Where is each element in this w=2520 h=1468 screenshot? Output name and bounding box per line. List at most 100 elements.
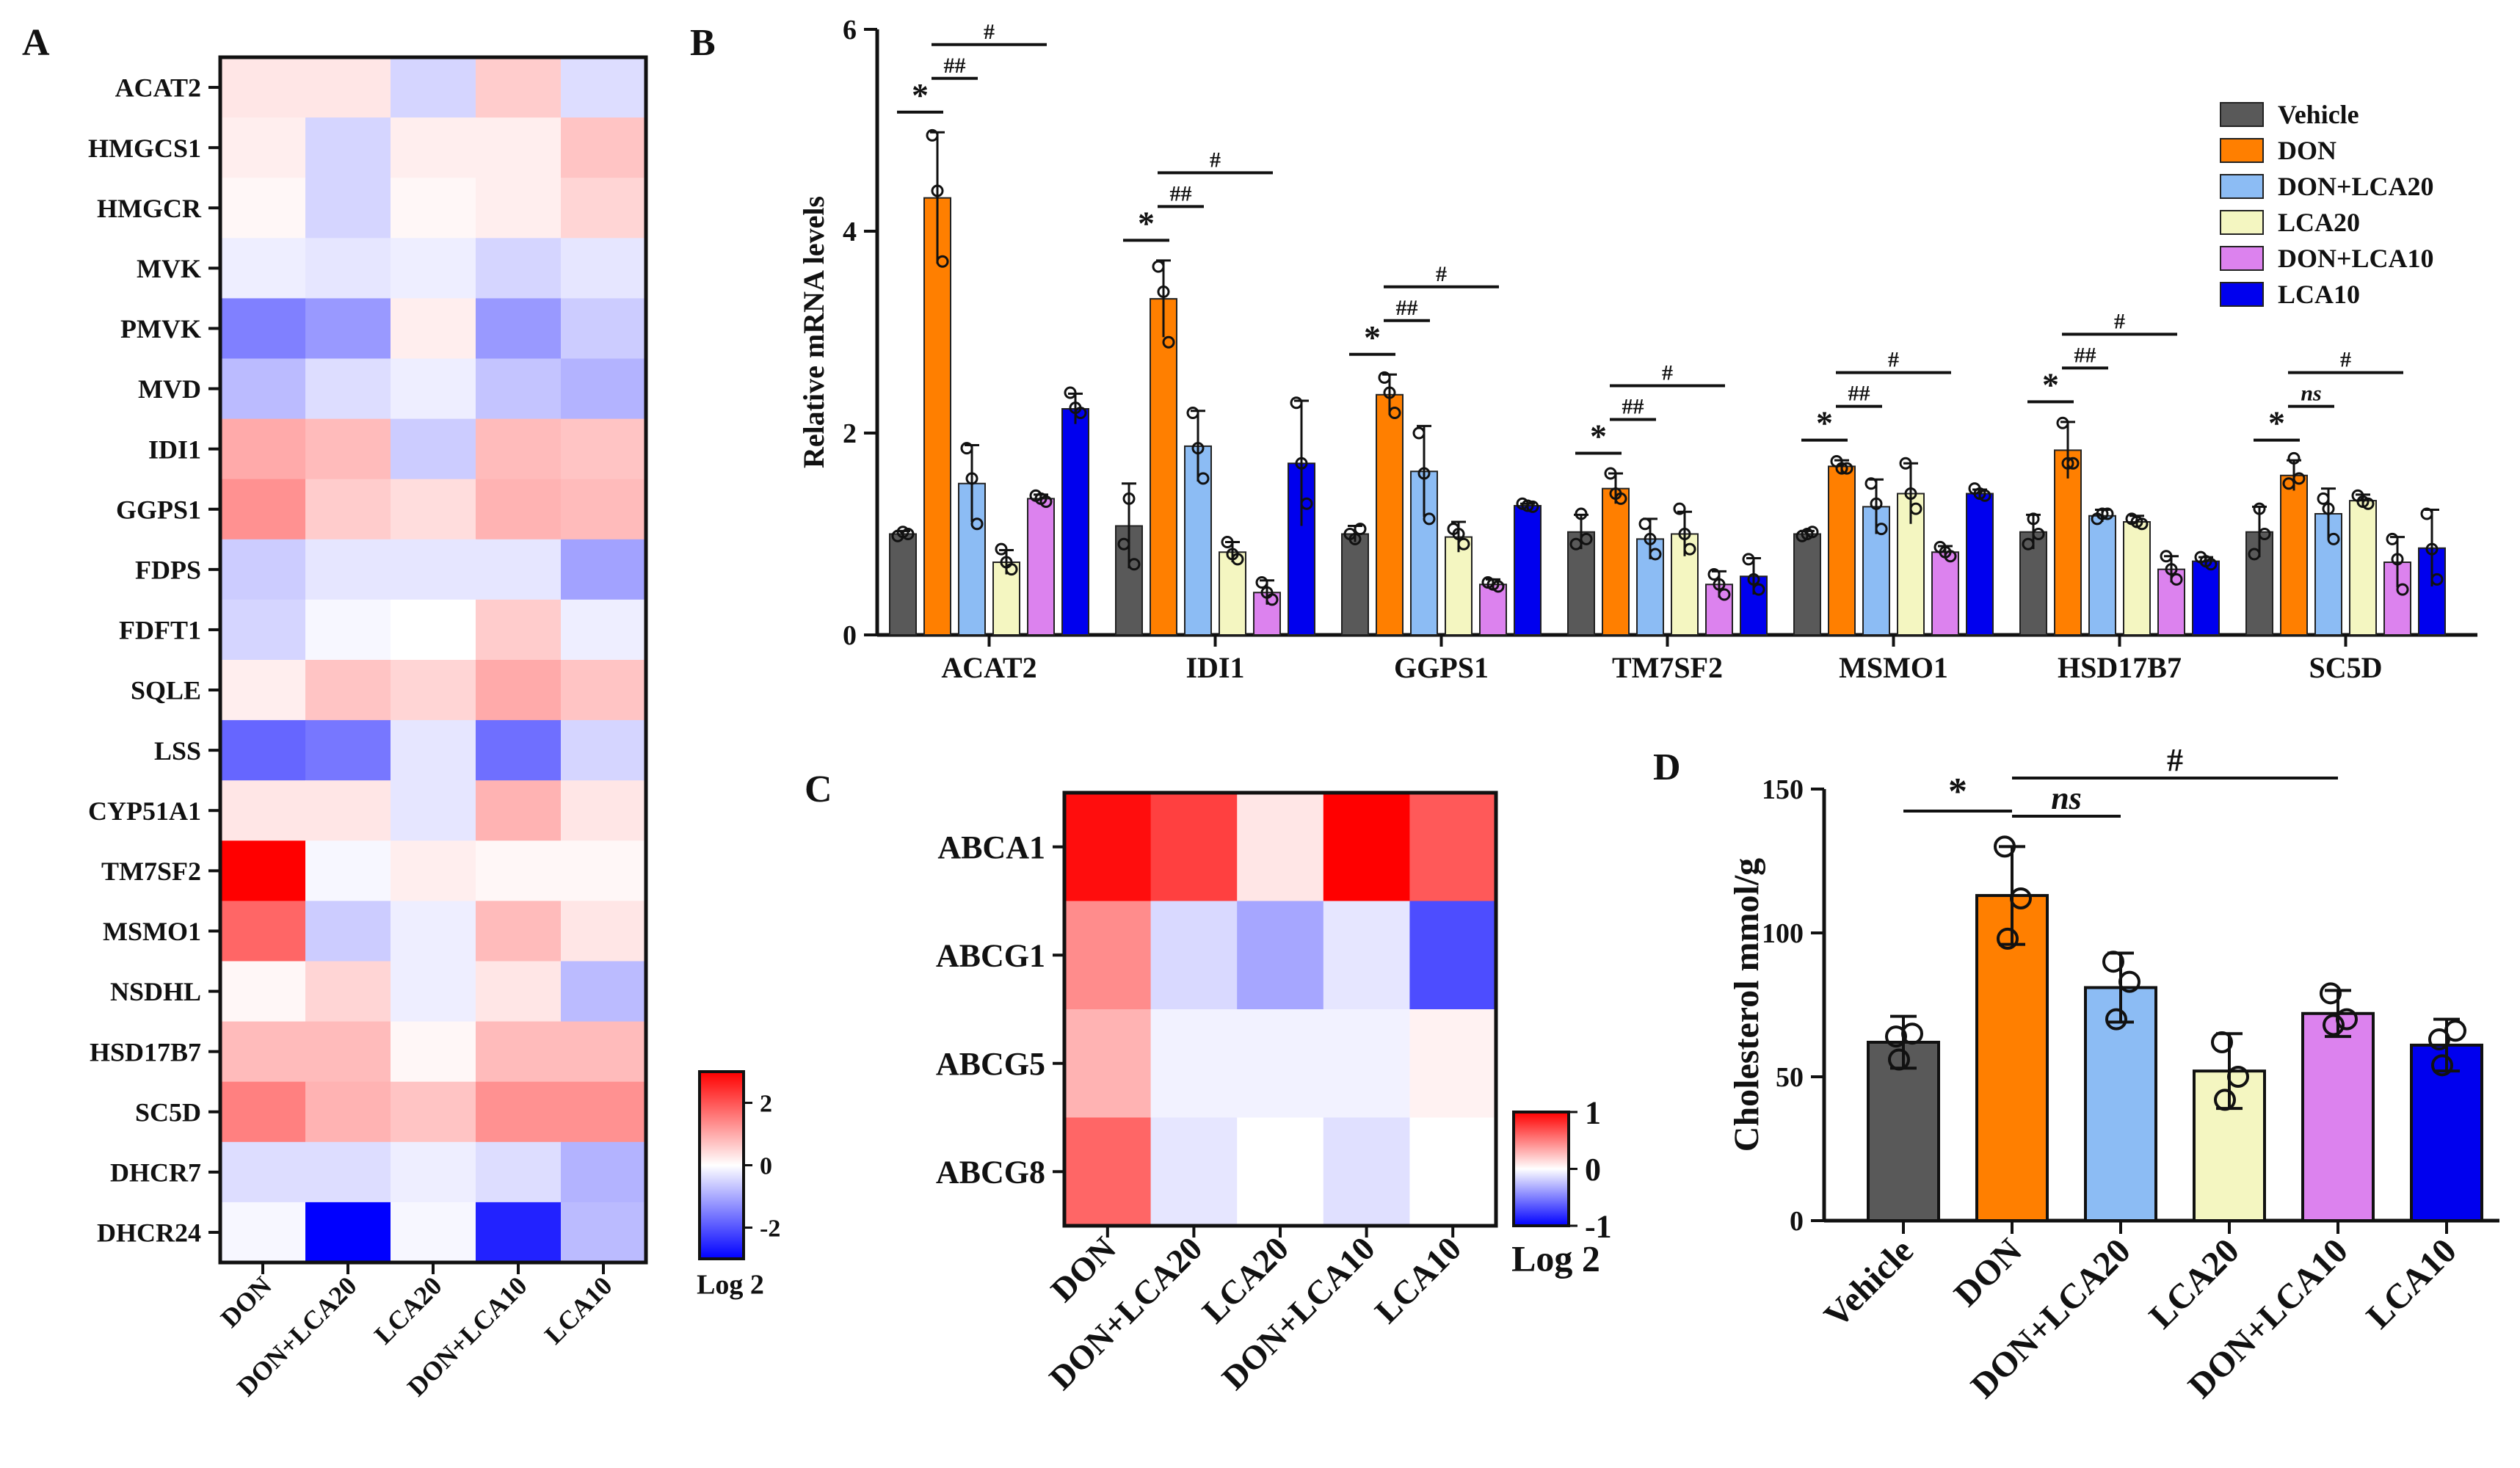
heat-cell-hsd17b7-lca10 — [561, 1021, 647, 1083]
heat-cell-lss-don — [220, 720, 306, 781]
heat-cell-dhcr24-don-lca10 — [476, 1202, 562, 1263]
bar-acat2-vehicle — [889, 533, 917, 636]
heat-cell-dhcr7-lca20 — [391, 1141, 476, 1203]
data-point — [1707, 568, 1721, 581]
row-label-fdps: FDPS — [135, 555, 201, 584]
heat-cell-tm7sf2-don — [220, 840, 306, 901]
bar-msmo1-lca10 — [1966, 493, 1994, 636]
x-tick-label-hsd17b7: HSD17B7 — [2058, 651, 2182, 684]
colorbar — [1512, 1111, 1570, 1227]
row-label-sqle: SQLE — [131, 676, 201, 705]
heat-cell-dhcr7-lca10 — [561, 1141, 647, 1203]
heat-cell-pmvk-don-lca20 — [305, 298, 391, 360]
data-point — [2118, 970, 2140, 993]
heat-cell-abcg5-don — [1064, 1009, 1152, 1119]
legend-swatch-don — [2220, 138, 2264, 163]
heat-cell-acat2-don-lca10 — [476, 57, 562, 118]
data-point — [1122, 492, 1136, 505]
data-point — [1295, 457, 1308, 470]
bar-hsd17b7-lca10 — [2192, 560, 2220, 636]
data-point — [1575, 507, 1588, 520]
bar-idi1-lca20 — [1219, 551, 1246, 636]
data-point — [2336, 1008, 2358, 1031]
heat-cell-idi1-don-lca20 — [305, 418, 391, 480]
data-point — [1994, 835, 2016, 858]
heat-cell-sc5d-lca10 — [561, 1081, 647, 1143]
legend-swatch-don-lca10 — [2220, 246, 2264, 271]
bar-ggps1-don — [1376, 393, 1404, 636]
heat-cell-pmvk-don-lca10 — [476, 298, 562, 360]
data-point — [936, 255, 949, 268]
heat-cell-ggps1-don-lca20 — [305, 479, 391, 540]
data-point — [2102, 951, 2124, 973]
heat-cell-abcg5-don-lca10 — [1323, 1009, 1410, 1119]
heat-cell-fdft1-don-lca20 — [305, 599, 391, 661]
heat-cell-hmgcr-don — [220, 178, 306, 239]
heat-cell-lss-lca10 — [561, 720, 647, 781]
sig-label: ## — [1848, 382, 1870, 406]
heat-cell-hsd17b7-lca20 — [391, 1021, 476, 1083]
data-point — [1604, 467, 1617, 480]
sig-label-: * — [1948, 771, 1967, 813]
data-point — [1806, 526, 1819, 539]
heat-cell-mvk-lca10 — [561, 238, 647, 299]
heat-cell-cyp51a1-lca20 — [391, 780, 476, 841]
data-point — [2420, 507, 2433, 520]
heat-cell-msmo1-don — [220, 901, 306, 962]
data-point — [1978, 489, 1991, 502]
row-label-lss: LSS — [154, 736, 201, 766]
heat-cell-hmgcs1-lca20 — [391, 117, 476, 178]
heat-cell-ggps1-lca20 — [391, 479, 476, 540]
heat-cell-ggps1-don-lca10 — [476, 479, 562, 540]
colorbar-tick-label-2: -2 — [760, 1215, 780, 1242]
data-point — [995, 542, 1008, 556]
heat-cell-lss-don-lca10 — [476, 720, 562, 781]
bar-acat2-don-lca10 — [1027, 498, 1055, 636]
data-point — [960, 442, 973, 455]
data-point — [1417, 467, 1431, 480]
legend-label-don-lca10: DON+LCA10 — [2278, 244, 2434, 273]
data-point — [1569, 537, 1583, 550]
heat-cell-cyp51a1-lca10 — [561, 780, 647, 841]
heat-cell-hsd17b7-don — [220, 1021, 306, 1083]
y-tick-label-50: 50 — [1776, 1062, 1804, 1093]
row-label-abcg1: ABCG1 — [936, 938, 1045, 974]
data-point — [1521, 499, 1534, 512]
sig-label: # — [984, 20, 995, 44]
x-tick-label-ggps1: GGPS1 — [1394, 651, 1489, 684]
data-point — [1039, 495, 1053, 508]
heat-cell-abcg8-lca20 — [1237, 1117, 1324, 1227]
data-point — [1909, 502, 1922, 515]
heat-cell-abcg8-don-lca10 — [1323, 1117, 1410, 1227]
data-point — [1742, 553, 1755, 566]
data-point — [926, 128, 939, 142]
data-point — [1944, 550, 1957, 563]
heat-cell-pmvk-don — [220, 298, 306, 360]
data-point — [2096, 507, 2109, 520]
heat-cell-abcg1-don-lca10 — [1323, 901, 1410, 1010]
data-point — [1901, 1022, 1923, 1045]
data-point — [1649, 548, 1662, 561]
heat-cell-acat2-lca20 — [391, 57, 476, 118]
sig-label: * — [1364, 319, 1381, 356]
bar-hsd17b7-don — [2054, 449, 2082, 636]
y-tick-label-6: 6 — [843, 15, 857, 46]
data-point — [1997, 927, 2019, 950]
row-label-nsdhl: NSDHL — [110, 977, 201, 1006]
sig-label: ## — [1396, 296, 1418, 320]
y-tick-label-4: 4 — [843, 217, 857, 247]
data-point — [2214, 1089, 2236, 1111]
panel-a-heatmap: ACAT2 HMGCS1 HMGCR MVK PMVK MVD IDI1 GGPS1 FDPS F… — [88, 55, 780, 1402]
heat-cell-hsd17b7-don-lca20 — [305, 1021, 391, 1083]
data-point — [2431, 1054, 2453, 1077]
bar-acat2-don — [923, 197, 951, 636]
bar-ggps1-lca10 — [1514, 505, 1542, 636]
heat-cell-sqle-don-lca10 — [476, 660, 562, 721]
heat-cell-abcg8-don-lca20 — [1150, 1117, 1238, 1227]
data-point — [1747, 573, 1760, 586]
y-tick-label-0: 0 — [1790, 1206, 1804, 1237]
heat-cell-sqle-lca10 — [561, 660, 647, 721]
heat-cell-fdps-don-lca20 — [305, 539, 391, 600]
bar-ggps1-don-lca10 — [1479, 584, 1507, 636]
bar-sc5d-lca10 — [2418, 547, 2446, 636]
